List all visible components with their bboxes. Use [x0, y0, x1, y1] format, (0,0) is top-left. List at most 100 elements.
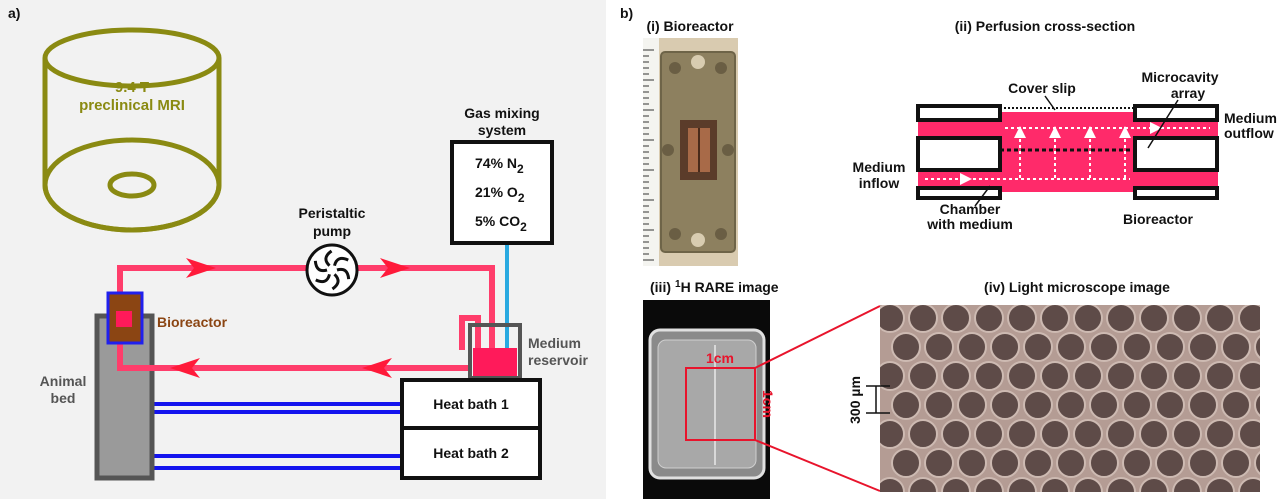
microwell [1156, 391, 1184, 419]
mri-label: 9.4 T [115, 79, 149, 96]
bioreactor-photo [643, 38, 738, 266]
microwell [1206, 420, 1234, 448]
microwell [975, 304, 1003, 332]
gas-sub: 2 [518, 191, 525, 205]
microwell [1189, 333, 1217, 361]
animal-bed-label: Animal [40, 373, 87, 389]
microcavity-label: array [1171, 85, 1205, 101]
scale-label: 1cm [706, 350, 734, 366]
microwell [892, 333, 920, 361]
heat-bath-label: Heat bath 1 [433, 396, 509, 412]
microwell [958, 333, 986, 361]
reservoir-label: reservoir [528, 352, 588, 368]
gas-sub: 2 [520, 220, 527, 234]
heat-bath-label: Heat bath 2 [433, 445, 509, 461]
microwell [925, 333, 953, 361]
microwell [1107, 362, 1135, 390]
microwell [1123, 449, 1151, 477]
rare-title: (iii)1H RARE image [650, 279, 779, 295]
microwell [942, 304, 970, 332]
inflow-label: Medium [853, 159, 906, 175]
chamber-label: Chamber [940, 201, 1001, 217]
mri-label: preclinical MRI [79, 97, 185, 114]
photo-title: (i) Bioreactor [646, 18, 734, 34]
microwell [975, 420, 1003, 448]
microwell [1057, 449, 1085, 477]
gas-text: 21% O [475, 184, 518, 200]
microwell [1123, 391, 1151, 419]
microwell [1074, 420, 1102, 448]
microwell [1140, 304, 1168, 332]
microwell [1222, 391, 1250, 419]
microwell [958, 391, 986, 419]
microwell [1090, 449, 1118, 477]
microwell [892, 449, 920, 477]
microwell [1206, 362, 1234, 390]
microwell [876, 420, 904, 448]
microwell [991, 333, 1019, 361]
microwell [1107, 304, 1135, 332]
microwell [925, 391, 953, 419]
figure: a) 9.4 T preclinical MRI Animal bed Bior… [0, 0, 1280, 499]
microwell [1057, 391, 1085, 419]
microwell [892, 391, 920, 419]
microwell [1140, 362, 1168, 390]
microwell [1156, 449, 1184, 477]
microwell [909, 420, 937, 448]
outflow-label: outflow [1224, 125, 1274, 141]
scale-label: 1cm [760, 390, 776, 418]
microcavity-label: Microcavity [1141, 69, 1218, 85]
rare-title-text: H RARE image [681, 279, 779, 295]
microwell [1008, 420, 1036, 448]
microwell [1206, 304, 1234, 332]
microwell [991, 391, 1019, 419]
microwell [876, 304, 904, 332]
gas-title: system [478, 122, 526, 138]
microwell [1189, 449, 1217, 477]
cross-section [918, 96, 1218, 206]
reservoir-medium [473, 348, 517, 376]
gas-sub: 2 [517, 162, 524, 176]
microwell [909, 362, 937, 390]
inflow-label: inflow [859, 175, 900, 191]
microscope-title: (iv) Light microscope image [984, 279, 1170, 295]
microwell [1041, 304, 1069, 332]
reservoir-label: Medium [528, 335, 581, 351]
chamber-label: with medium [926, 216, 1013, 232]
microwell [1222, 449, 1250, 477]
pump-label: Peristaltic [299, 205, 366, 221]
cross-section-title: (ii) Perfusion cross-section [955, 18, 1135, 34]
microwell [1189, 391, 1217, 419]
microwell [1008, 362, 1036, 390]
microscope-image [876, 304, 1280, 499]
microwell [925, 449, 953, 477]
scale-bar-label: 300 µm [847, 376, 863, 424]
pump-label: pump [313, 223, 351, 239]
bioreactor-label: Bioreactor [1123, 211, 1194, 227]
gas-title: Gas mixing [464, 105, 539, 121]
bioreactor-label: Bioreactor [157, 314, 228, 330]
panel-label: b) [620, 5, 633, 21]
microwell [1123, 333, 1151, 361]
microwell [991, 449, 1019, 477]
microwell [1140, 420, 1168, 448]
microwell [958, 449, 986, 477]
bioreactor-chamber [116, 311, 132, 327]
microwell [1024, 391, 1052, 419]
cover-slip-label: Cover slip [1008, 80, 1076, 96]
gas-text: 5% CO [475, 213, 520, 229]
rare-image [643, 300, 770, 499]
microwell [1222, 333, 1250, 361]
microwell [942, 362, 970, 390]
outflow-label: Medium [1224, 110, 1277, 126]
microwell [1090, 391, 1118, 419]
microwell [909, 304, 937, 332]
microwell [1090, 333, 1118, 361]
microwell [1173, 362, 1201, 390]
gas-text: 74% N [475, 155, 517, 171]
microwell [1024, 333, 1052, 361]
microwell [1074, 362, 1102, 390]
microwell [1173, 420, 1201, 448]
microwell [1156, 333, 1184, 361]
microwell [1008, 304, 1036, 332]
